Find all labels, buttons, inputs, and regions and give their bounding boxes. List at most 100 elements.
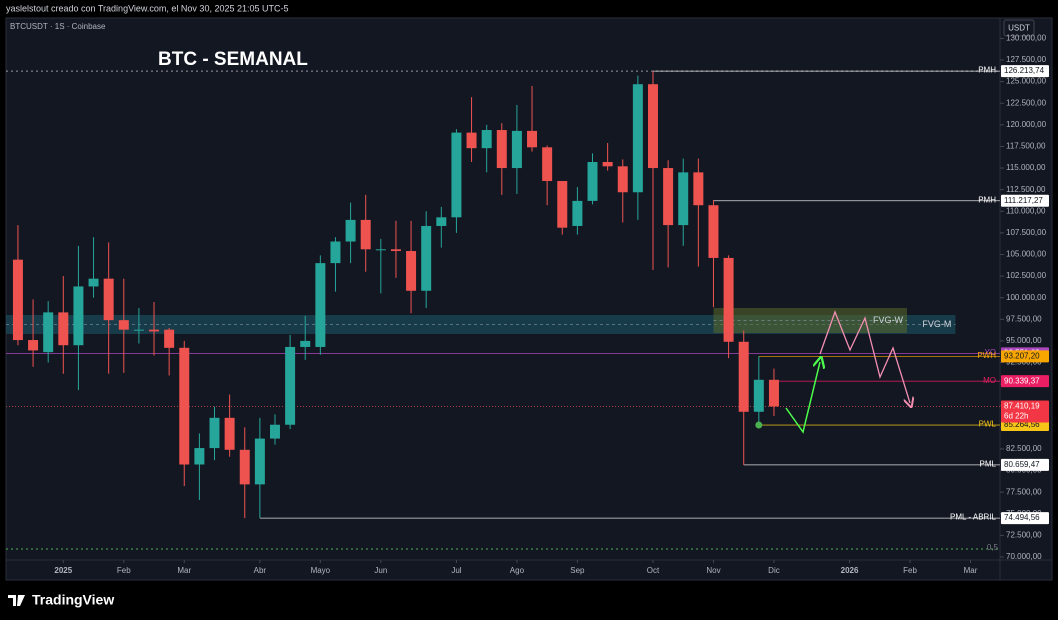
level-name: PMH [978, 66, 996, 75]
x-tick-label: Oct [647, 566, 660, 575]
y-tick-label: 97.500,00 [1006, 314, 1042, 323]
candle-body [269, 424, 280, 439]
candle-body [209, 417, 220, 449]
y-tick-label: 120.000,00 [1006, 120, 1047, 129]
candle-body [58, 312, 69, 346]
candle-body [617, 166, 628, 193]
candle-body [602, 162, 613, 167]
level-name: PWL [979, 420, 997, 429]
candle-body [451, 132, 462, 218]
candle-body [12, 259, 23, 341]
chart-title: BTC - SEMANAL [158, 49, 308, 70]
candle-body [194, 448, 205, 465]
y-tick-label: 100.000,00 [1006, 293, 1047, 302]
candle-body [738, 341, 749, 412]
y-tick-label: 70.000,00 [1006, 552, 1042, 561]
price-tag-label: 90.339,37 [1004, 376, 1040, 385]
candle-body [300, 340, 311, 347]
price-tag [1001, 458, 1049, 471]
countdown: 6d 22h [1004, 412, 1028, 421]
candle-body [421, 225, 432, 291]
candle-body [527, 130, 538, 148]
y-tick-label: 107.500,00 [1006, 228, 1047, 237]
projection-arrow-down [819, 310, 910, 403]
y-tick-label: 82.500,00 [1006, 444, 1042, 453]
price-tag-label: 111.217,27 [1004, 196, 1043, 205]
level-name: PML - ABRIL [950, 513, 996, 522]
y-tick-label: 117.500,00 [1006, 142, 1046, 151]
candle-body [693, 172, 704, 206]
price-tag-label: 85.264,56 [1004, 420, 1040, 429]
currency: USDT [1008, 24, 1030, 33]
price-tag-label: 80.659,47 [1004, 460, 1040, 469]
y-tick-label: 112.500,00 [1006, 185, 1046, 194]
candle-body [330, 241, 341, 264]
price-tag [1001, 194, 1049, 207]
y-tick-label: 72.500,00 [1006, 530, 1042, 539]
last-price-label: 87.410,19 [1004, 402, 1040, 411]
y-tick-label: 122.500,00 [1006, 98, 1047, 107]
price-tag [1001, 512, 1049, 525]
price-tag-label: 74.494,56 [1004, 513, 1040, 522]
brand: TradingView [32, 592, 114, 608]
candle-body [708, 205, 719, 258]
candle-body [345, 219, 356, 242]
x-tick-label: Mar [177, 566, 191, 575]
y-tick-label: 115.000,00 [1006, 163, 1046, 172]
candle-body [542, 147, 553, 182]
candle-body [254, 438, 265, 485]
fib-label: 0,5 [987, 543, 999, 552]
symbol: BTCUSDT · 1S · Coinbase [10, 22, 106, 31]
candle-body [557, 181, 568, 228]
x-tick-label: Feb [117, 566, 131, 575]
candle-body [390, 249, 401, 252]
candle-body [103, 278, 114, 321]
candle-body [73, 286, 84, 346]
price-tag [1001, 350, 1049, 363]
candle-body [496, 130, 507, 169]
candle-body [572, 200, 583, 226]
candle-body [149, 329, 160, 332]
candle-body [133, 329, 144, 331]
candle-body [723, 257, 734, 342]
x-tick-label: Sep [570, 566, 585, 575]
x-tick-label: Feb [903, 566, 917, 575]
x-tick-label: Mar [964, 566, 978, 575]
candle-body [466, 132, 477, 149]
x-tick-label: Nov [706, 566, 720, 575]
logo-dot [18, 595, 22, 599]
level-name: PML [980, 459, 997, 468]
candle-body [663, 168, 674, 226]
author-line: yaslelstout creado con TradingView.com, … [6, 3, 289, 13]
candle-body [768, 379, 779, 407]
x-tick-label: Mayo [311, 566, 331, 575]
x-tick-label: 2026 [841, 566, 859, 575]
candle-body [164, 329, 175, 348]
level-name: YO [984, 348, 996, 357]
y-tick-label: 77.500,00 [1006, 487, 1042, 496]
currency-box [1003, 19, 1035, 37]
candle-body [436, 217, 447, 226]
fvg-label: FVG-W [873, 315, 903, 325]
y-tick-label: 110.000,00 [1006, 206, 1046, 215]
y-tick-label: 127.500,00 [1006, 55, 1047, 64]
candle-body [360, 219, 371, 250]
x-tick-label: Dic [768, 566, 780, 575]
candle-body [179, 347, 190, 465]
y-tick-label: 105.000,00 [1006, 250, 1047, 259]
pwl-dot [755, 421, 763, 429]
level-name: PMH [978, 195, 996, 204]
projection-arrow-up [785, 362, 820, 434]
candle-body [648, 84, 658, 169]
candle-body [632, 84, 643, 193]
candle-body [375, 249, 386, 251]
candle-body [406, 251, 417, 291]
candle-body [88, 278, 99, 287]
last-price-tag [1001, 400, 1049, 423]
candle-body [587, 162, 598, 201]
y-tick-label: 95.000,00 [1006, 336, 1042, 345]
candle-body [481, 130, 492, 149]
x-tick-label: Ago [510, 566, 525, 575]
x-tick-label: Jun [374, 566, 387, 575]
